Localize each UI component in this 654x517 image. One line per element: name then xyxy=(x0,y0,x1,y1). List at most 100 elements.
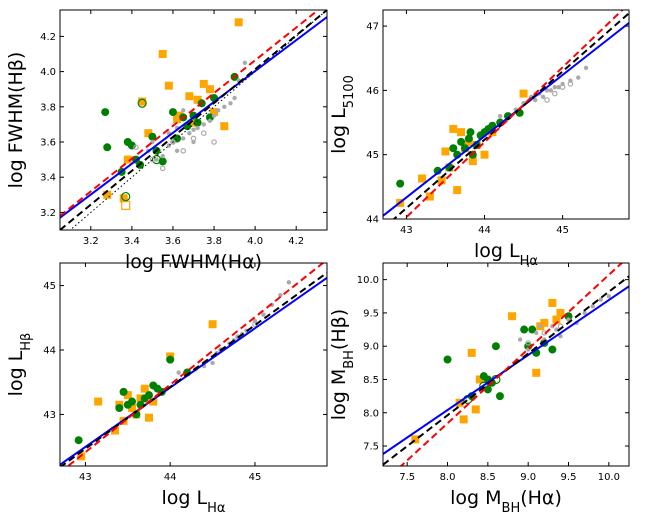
data-point-circle xyxy=(149,156,156,163)
data-point-circle xyxy=(119,387,128,396)
data-point-square xyxy=(480,150,489,159)
data-point-circle xyxy=(211,139,217,145)
series-1 xyxy=(103,18,243,203)
x-axis-label: log LHα xyxy=(474,240,538,269)
y-axis-label: log L5100 xyxy=(328,75,357,154)
data-point-circle xyxy=(491,342,500,351)
y-tick-label: 45 xyxy=(366,150,379,161)
data-point-circle xyxy=(576,75,581,80)
data-point-square xyxy=(449,124,458,133)
data-point-square xyxy=(508,312,517,321)
data-point-circle xyxy=(449,144,458,153)
y-tick-label: 44 xyxy=(366,215,379,226)
data-point-circle xyxy=(232,95,237,101)
y-tick-label: 7.5 xyxy=(363,442,379,453)
plot-frame xyxy=(59,9,328,231)
data-point-circle xyxy=(466,128,475,137)
x-tick-label: 7.5 xyxy=(399,472,415,483)
data-point-square xyxy=(158,50,167,58)
data-point-circle xyxy=(457,137,466,146)
data-point-circle xyxy=(123,400,132,409)
data-point-square xyxy=(234,18,243,27)
data-point-square xyxy=(205,85,214,94)
data-point-circle xyxy=(396,179,405,188)
x-tick-label: 4.0 xyxy=(247,236,263,247)
data-point-square xyxy=(123,391,132,400)
y-tick-label: 4.2 xyxy=(40,32,56,43)
x-tick-label: 43 xyxy=(79,472,92,483)
data-point-square xyxy=(411,435,420,444)
data-point-circle xyxy=(286,280,292,285)
plot-frame xyxy=(59,262,328,467)
data-point-circle xyxy=(187,131,192,136)
data-point-square xyxy=(220,122,229,131)
x-tick-label: 4.2 xyxy=(288,236,304,247)
data-point-circle xyxy=(103,143,112,152)
y-tick-label: 10.0 xyxy=(357,275,379,286)
fit-line-solid-1 xyxy=(383,22,629,217)
series-1 xyxy=(411,298,565,444)
x-axis-label: log FWHM(Hα) xyxy=(125,251,262,273)
data-point-square xyxy=(123,155,132,164)
fit-line-dashed-2 xyxy=(60,271,327,466)
x-tick-label: 3.6 xyxy=(165,236,181,247)
plot-area xyxy=(383,263,629,466)
y-tick-label: 8.0 xyxy=(363,408,379,419)
panel-4: 7.5 8.0 8.5 9.0 9.5 10.0 7.5 8.0 8.5 9.0 9.5 10.0 xyxy=(357,262,630,483)
data-point-square xyxy=(111,426,120,435)
data-point-circle xyxy=(495,392,504,401)
x-tick-label: 3.4 xyxy=(124,236,140,247)
data-point-circle xyxy=(433,166,442,175)
data-point-square xyxy=(208,320,217,329)
data-point-square xyxy=(189,118,198,127)
series-5 xyxy=(146,60,248,162)
x-tick-label: 44 xyxy=(478,225,491,236)
plot-area xyxy=(60,10,327,230)
data-point-circle xyxy=(497,113,503,119)
x-tick-label: 45 xyxy=(556,225,569,236)
data-point-circle xyxy=(548,88,554,93)
data-point-circle xyxy=(137,98,147,108)
data-point-square xyxy=(199,79,208,88)
plot-area xyxy=(383,10,629,219)
data-point-circle xyxy=(160,153,165,159)
fit-line-dashed-3 xyxy=(399,263,624,466)
data-point-square xyxy=(556,308,565,317)
data-point-square xyxy=(457,128,466,137)
x-tick-label: 8.0 xyxy=(440,472,456,483)
data-point-square xyxy=(121,200,131,210)
data-point-square xyxy=(138,97,147,106)
data-point-square xyxy=(548,298,557,307)
x-tick-label: 45 xyxy=(249,472,262,483)
data-point-circle xyxy=(159,165,166,172)
data-point-circle xyxy=(528,325,537,334)
data-point-circle xyxy=(598,297,603,302)
y-tick-label: 3.2 xyxy=(40,208,56,219)
data-point-circle xyxy=(148,132,157,141)
data-point-circle xyxy=(228,101,233,106)
y-tick-label: 46 xyxy=(366,86,379,97)
panel-2: 43 44 45 44 45 46 47 xyxy=(366,9,630,236)
x-tick-label: 9.0 xyxy=(520,472,536,483)
data-point-circle xyxy=(174,148,180,153)
data-point-circle xyxy=(552,90,558,97)
data-point-circle xyxy=(582,310,587,316)
data-point-circle xyxy=(193,118,202,127)
y-tick-label: 9.0 xyxy=(363,342,379,353)
data-point-circle xyxy=(278,293,283,298)
data-point-circle xyxy=(195,125,200,131)
data-point-circle xyxy=(606,294,612,299)
y-tick-label: 9.5 xyxy=(363,308,379,319)
data-point-circle xyxy=(544,97,550,103)
data-point-square xyxy=(437,176,446,185)
data-point-square xyxy=(453,186,462,195)
data-point-circle xyxy=(101,108,110,117)
data-point-square xyxy=(519,89,528,98)
series-3 xyxy=(176,280,292,375)
fit-line-dashed-4 xyxy=(60,10,320,217)
data-point-circle xyxy=(222,104,227,110)
data-point-square xyxy=(149,397,158,406)
y-tick-label: 4.0 xyxy=(40,67,56,78)
series-3 xyxy=(497,65,589,119)
data-point-square xyxy=(173,115,182,124)
